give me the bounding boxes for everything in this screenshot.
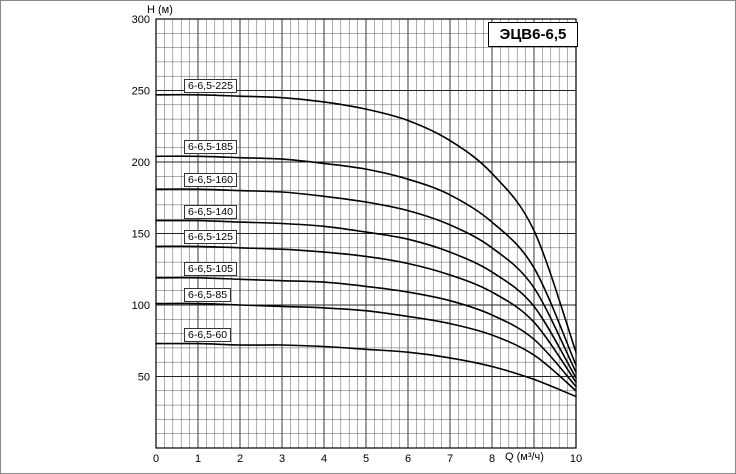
y-tick-250: 250 — [132, 86, 150, 98]
y-axis-title: H (м) — [147, 4, 173, 16]
y-tick-100: 100 — [132, 300, 150, 312]
x-tick-5: 5 — [363, 453, 369, 465]
curve-6-6,5-125 — [155, 245, 577, 383]
curve-6-6,5-60 — [155, 342, 577, 398]
x-tick-6: 6 — [405, 453, 411, 465]
chart-title-box: ЭЦВ6-6,5 — [488, 22, 578, 47]
pump-curves — [155, 93, 577, 398]
y-tick-150: 150 — [132, 229, 150, 241]
curve-6-6,5-185 — [155, 155, 577, 366]
curve-label-6-6,5-160: 6-6,5-160 — [184, 173, 237, 187]
curve-label-6-6,5-185: 6-6,5-185 — [184, 140, 237, 154]
curve-6-6,5-160 — [155, 188, 577, 373]
chart-title: ЭЦВ6-6,5 — [499, 26, 567, 43]
tick-labels: 0 1 2 3 4 5 6 7 8 10 50 100 150 200 250 300 — [132, 14, 582, 465]
x-tick-0: 0 — [153, 453, 159, 465]
curve-label-6-6,5-125: 6-6,5-125 — [184, 230, 237, 244]
curve-6-6,5-140 — [155, 219, 577, 379]
curve-label-6-6,5-105: 6-6,5-105 — [184, 262, 237, 276]
curve-6-6,5-85 — [155, 302, 577, 392]
plot-border — [155, 18, 577, 449]
x-tick-4: 4 — [321, 453, 327, 465]
curve-6-6,5-105 — [155, 276, 577, 388]
y-tick-50: 50 — [138, 372, 150, 384]
x-tick-8: 8 — [489, 453, 495, 465]
curve-label-6-6,5-140: 6-6,5-140 — [184, 205, 237, 219]
x-axis-title: Q (м³/ч) — [505, 451, 544, 463]
x-tick-2: 2 — [237, 453, 243, 465]
x-tick-1: 1 — [195, 453, 201, 465]
x-tick-10: 10 — [570, 453, 582, 465]
x-tick-7: 7 — [447, 453, 453, 465]
y-tick-300: 300 — [132, 14, 150, 26]
x-tick-3: 3 — [279, 453, 285, 465]
curve-6-6,5-225 — [155, 93, 577, 353]
curve-label-6-6,5-85: 6-6,5-85 — [184, 288, 232, 302]
curve-label-6-6,5-60: 6-6,5-60 — [184, 328, 232, 342]
y-tick-200: 200 — [132, 157, 150, 169]
curve-label-6-6,5-225: 6-6,5-225 — [184, 79, 237, 93]
